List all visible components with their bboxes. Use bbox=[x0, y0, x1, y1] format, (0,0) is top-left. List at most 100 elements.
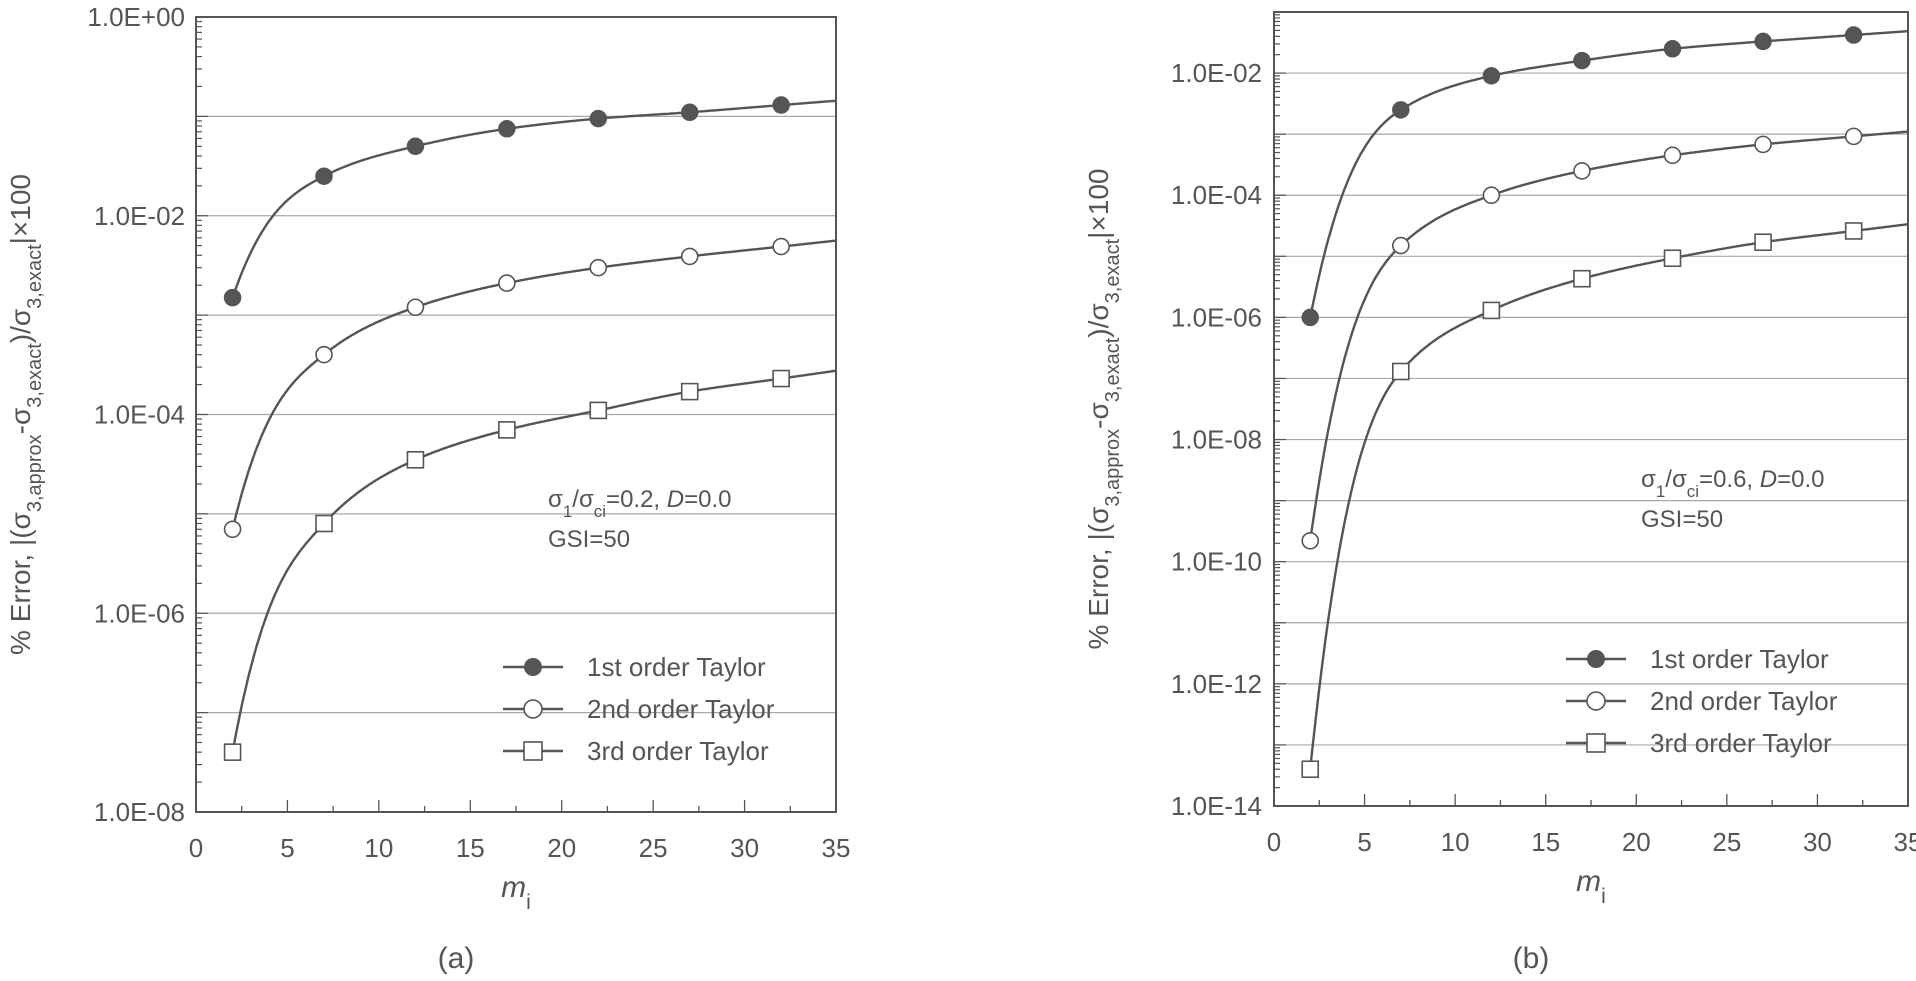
y-tick-label: 1.0E-04 bbox=[1171, 180, 1262, 210]
series-line bbox=[1309, 130, 1909, 541]
data-point bbox=[1392, 362, 1410, 381]
x-tick-label: 20 bbox=[547, 833, 576, 863]
x-axis-label: mi bbox=[1576, 865, 1606, 908]
annotation-ratio: σ1/σci=0.2, D=0.0 bbox=[548, 486, 732, 521]
legend-label: 3rd order Taylor bbox=[587, 736, 769, 766]
x-tick-label: 20 bbox=[1622, 827, 1651, 857]
legend-label: 2nd order Taylor bbox=[1650, 686, 1838, 716]
data-point bbox=[1754, 233, 1772, 252]
plot-frame bbox=[1273, 11, 1909, 807]
x-tick-label: 10 bbox=[1441, 827, 1470, 857]
data-point bbox=[1573, 51, 1591, 70]
series-1 bbox=[1301, 26, 1909, 327]
data-point bbox=[589, 401, 608, 420]
y-tick-label: 1.0E-12 bbox=[1171, 669, 1262, 699]
data-point bbox=[1301, 531, 1320, 550]
data-point bbox=[498, 421, 516, 439]
x-tick-label: 30 bbox=[730, 833, 759, 863]
data-point bbox=[406, 451, 425, 469]
data-point bbox=[1754, 32, 1772, 51]
chart-panel-2: 0 5 10 15 20 25 30 35 1.0E-14 1.0E-12 1.0E-10 1.0E-… bbox=[1083, 11, 1916, 975]
data-point bbox=[1754, 135, 1772, 154]
x-tick-label: 0 bbox=[189, 833, 203, 863]
data-point bbox=[1573, 162, 1591, 180]
data-point bbox=[406, 137, 425, 156]
data-point bbox=[680, 247, 699, 266]
y-tick-label: 1.0E-08 bbox=[1171, 425, 1262, 455]
series-3 bbox=[223, 369, 837, 761]
x-tick-label: 35 bbox=[1894, 827, 1916, 857]
legend-label: 1st order Taylor bbox=[1650, 644, 1829, 674]
y-tick-label: 1.0E-02 bbox=[94, 201, 185, 231]
data-point bbox=[498, 274, 516, 292]
data-point bbox=[1392, 101, 1410, 119]
x-tick-label: 10 bbox=[364, 833, 393, 863]
plot-frame bbox=[195, 16, 837, 813]
panel-label: (b) bbox=[1513, 942, 1550, 975]
data-point bbox=[498, 120, 516, 138]
data-point bbox=[406, 298, 425, 317]
legend-label: 2nd order Taylor bbox=[587, 694, 775, 724]
y-tick-label: 1.0E-02 bbox=[1171, 58, 1262, 88]
data-point bbox=[223, 520, 242, 539]
data-point bbox=[1844, 222, 1863, 240]
legend-marker bbox=[524, 658, 542, 676]
y-tick-label: 1.0E-14 bbox=[1171, 791, 1262, 821]
x-tick-label: 25 bbox=[1712, 827, 1741, 857]
data-point bbox=[680, 103, 699, 122]
series-line bbox=[231, 369, 837, 753]
data-point bbox=[772, 237, 790, 256]
legend-marker bbox=[1586, 691, 1606, 711]
y-tick-label: 1.0E-08 bbox=[94, 797, 185, 827]
x-tick-label: 5 bbox=[1357, 827, 1371, 857]
data-point bbox=[223, 743, 242, 761]
data-point bbox=[1482, 67, 1501, 85]
legend: 1st order Taylor 2nd order Taylor 3rd orde… bbox=[503, 652, 775, 766]
data-point bbox=[223, 288, 242, 307]
x-axis-label: mi bbox=[501, 871, 531, 914]
legend: 1st order Taylor 2nd order Taylor 3rd orde… bbox=[1566, 644, 1838, 758]
data-point bbox=[1392, 236, 1410, 255]
data-point bbox=[1844, 127, 1863, 146]
data-point bbox=[315, 345, 333, 364]
x-tick-label: 35 bbox=[822, 833, 851, 863]
data-point bbox=[589, 109, 608, 128]
legend-marker bbox=[523, 741, 543, 761]
data-point bbox=[1482, 301, 1501, 320]
data-point bbox=[1663, 249, 1682, 268]
legend-marker bbox=[1587, 650, 1605, 668]
data-point bbox=[315, 167, 333, 185]
data-point bbox=[1301, 308, 1319, 327]
y-tick-label: 1.0E-06 bbox=[1171, 302, 1262, 332]
series-2 bbox=[223, 237, 837, 539]
series-1 bbox=[223, 96, 837, 307]
series-3 bbox=[1301, 222, 1909, 779]
annotation-gsi: GSI=50 bbox=[1641, 506, 1723, 533]
legend-marker bbox=[523, 699, 543, 719]
panel-label: (a) bbox=[438, 942, 475, 975]
series-line bbox=[231, 239, 837, 530]
chart-panel-1: 0 5 10 15 20 25 30 35 1.0E-08 1.0E-06 1.0E-04 1.0E-… bbox=[5, 2, 850, 975]
data-point bbox=[1844, 26, 1863, 44]
y-tick-label: 1.0E-04 bbox=[94, 400, 185, 430]
x-tick-label: 15 bbox=[1531, 827, 1560, 857]
x-tick-label: 0 bbox=[1267, 827, 1281, 857]
x-tick-label: 25 bbox=[639, 833, 668, 863]
x-tick-label: 15 bbox=[456, 833, 485, 863]
y-tick-label: 1.0E+00 bbox=[87, 2, 185, 32]
data-point bbox=[680, 382, 699, 401]
annotation-ratio: σ1/σci=0.6, D=0.0 bbox=[1641, 466, 1825, 501]
x-tick-label: 30 bbox=[1803, 827, 1832, 857]
data-point bbox=[1482, 186, 1501, 205]
data-point bbox=[589, 258, 608, 277]
data-point bbox=[1301, 760, 1320, 779]
y-tick-label: 1.0E-06 bbox=[94, 598, 185, 628]
data-point bbox=[1663, 40, 1682, 58]
data-point bbox=[315, 514, 333, 533]
x-tick-label: 5 bbox=[280, 833, 294, 863]
legend-marker bbox=[1586, 733, 1606, 753]
series-line bbox=[1309, 30, 1909, 318]
data-point bbox=[772, 96, 790, 114]
annotation-gsi: GSI=50 bbox=[548, 526, 630, 553]
